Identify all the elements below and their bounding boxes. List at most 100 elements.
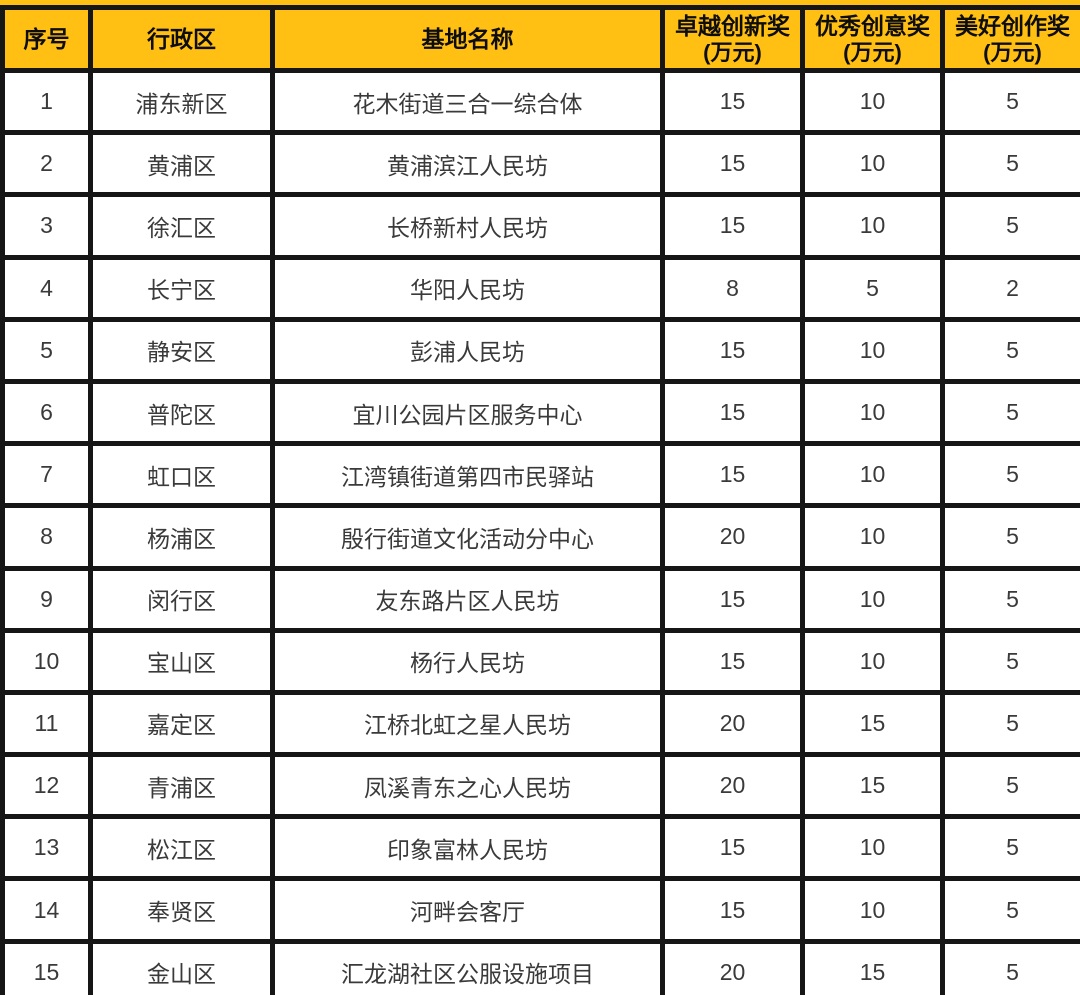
table-row: 5 静安区 彭浦人民坊 15 10 5 (0, 316, 1080, 384)
cell-creation-award: 5 (940, 67, 1080, 136)
cell-serial: 4 (0, 254, 93, 322)
table-row: 13 松江区 印象富林人民坊 15 10 5 (0, 814, 1080, 882)
cell-creation-award: 5 (940, 565, 1080, 633)
cell-creativity-award: 10 (800, 192, 945, 260)
cell-district: 杨浦区 (88, 503, 275, 571)
cell-base-name: 江湾镇街道第四市民驿站 (270, 441, 665, 509)
cell-creativity-award: 10 (800, 130, 945, 198)
cell-serial: 8 (0, 503, 93, 571)
table-row: 12 青浦区 凤溪青东之心人民坊 20 15 5 (0, 752, 1080, 820)
cell-base-name: 印象富林人民坊 (270, 814, 665, 882)
cell-serial: 5 (0, 316, 93, 384)
cell-serial: 15 (0, 938, 93, 995)
cell-innovation-award: 15 (660, 192, 805, 260)
col-header-creation-award-label: 美好创作奖 (955, 12, 1070, 39)
table-row: 14 奉贤区 河畔会客厅 15 10 5 (0, 876, 1080, 944)
cell-creativity-award: 10 (800, 814, 945, 882)
cell-base-name: 友东路片区人民坊 (270, 565, 665, 633)
cell-creativity-award: 10 (800, 67, 945, 136)
table-header: 序号 行政区 基地名称 卓越创新奖 (万元) 优秀创意奖 (万元) (0, 5, 1080, 73)
col-header-district: 行政区 (88, 5, 275, 73)
cell-innovation-award: 20 (660, 689, 805, 758)
cell-creativity-award: 10 (800, 627, 945, 695)
cell-creativity-award: 10 (800, 565, 945, 633)
cell-innovation-award: 20 (660, 938, 805, 995)
col-header-creation-award: 美好创作奖 (万元) (940, 5, 1080, 73)
cell-innovation-award: 15 (660, 378, 805, 447)
col-header-creation-award-unit: (万元) (983, 39, 1042, 65)
cell-district: 松江区 (88, 814, 275, 882)
table-row: 11 嘉定区 江桥北虹之星人民坊 20 15 5 (0, 689, 1080, 758)
cell-base-name: 杨行人民坊 (270, 627, 665, 695)
cell-serial: 2 (0, 130, 93, 198)
col-header-base-name-label: 基地名称 (421, 25, 514, 52)
cell-creation-award: 5 (940, 938, 1080, 995)
col-header-innovation-award-unit: (万元) (703, 39, 762, 65)
table-row: 10 宝山区 杨行人民坊 15 10 5 (0, 627, 1080, 695)
col-header-creativity-award-label: 优秀创意奖 (815, 12, 930, 39)
table-body: 1 浦东新区 花木街道三合一综合体 15 10 5 2 黄浦区 黄浦滨江人民坊 15 10 5 3 徐汇区… (0, 67, 1080, 995)
cell-creativity-award: 10 (800, 316, 945, 384)
cell-creativity-award: 10 (800, 441, 945, 509)
cell-innovation-award: 20 (660, 752, 805, 820)
cell-serial: 6 (0, 378, 93, 447)
cell-creation-award: 5 (940, 752, 1080, 820)
cell-creation-award: 5 (940, 378, 1080, 447)
cell-district: 闵行区 (88, 565, 275, 633)
cell-district: 徐汇区 (88, 192, 275, 260)
cell-base-name: 宜川公园片区服务中心 (270, 378, 665, 447)
cell-base-name: 长桥新村人民坊 (270, 192, 665, 260)
cell-district: 青浦区 (88, 752, 275, 820)
cell-serial: 13 (0, 814, 93, 882)
cell-serial: 9 (0, 565, 93, 633)
award-table: 序号 行政区 基地名称 卓越创新奖 (万元) 优秀创意奖 (万元) (0, 5, 1080, 995)
cell-innovation-award: 15 (660, 441, 805, 509)
cell-base-name: 黄浦滨江人民坊 (270, 130, 665, 198)
cell-innovation-award: 8 (660, 254, 805, 322)
cell-serial: 14 (0, 876, 93, 944)
cell-base-name: 汇龙湖社区公服设施项目 (270, 938, 665, 995)
col-header-base-name: 基地名称 (270, 5, 665, 73)
table-row: 6 普陀区 宜川公园片区服务中心 15 10 5 (0, 378, 1080, 447)
col-header-innovation-award: 卓越创新奖 (万元) (660, 5, 805, 73)
cell-creation-award: 5 (940, 689, 1080, 758)
cell-creation-award: 5 (940, 876, 1080, 944)
cell-serial: 12 (0, 752, 93, 820)
cell-creation-award: 5 (940, 503, 1080, 571)
cell-district: 宝山区 (88, 627, 275, 695)
header-row: 序号 行政区 基地名称 卓越创新奖 (万元) 优秀创意奖 (万元) (0, 5, 1080, 73)
cell-serial: 1 (0, 67, 93, 136)
table-row: 2 黄浦区 黄浦滨江人民坊 15 10 5 (0, 130, 1080, 198)
cell-district: 奉贤区 (88, 876, 275, 944)
cell-innovation-award: 15 (660, 130, 805, 198)
cell-creativity-award: 15 (800, 938, 945, 995)
cell-creativity-award: 15 (800, 752, 945, 820)
cell-serial: 11 (0, 689, 93, 758)
cell-serial: 7 (0, 441, 93, 509)
cell-innovation-award: 15 (660, 876, 805, 944)
cell-district: 浦东新区 (88, 67, 275, 136)
top-accent-bar (0, 0, 1080, 5)
cell-base-name: 凤溪青东之心人民坊 (270, 752, 665, 820)
cell-creation-award: 5 (940, 627, 1080, 695)
col-header-serial: 序号 (0, 5, 93, 73)
cell-creativity-award: 5 (800, 254, 945, 322)
table-row: 7 虹口区 江湾镇街道第四市民驿站 15 10 5 (0, 441, 1080, 509)
col-header-innovation-award-label: 卓越创新奖 (675, 12, 790, 39)
cell-base-name: 殷行街道文化活动分中心 (270, 503, 665, 571)
cell-district: 普陀区 (88, 378, 275, 447)
cell-innovation-award: 15 (660, 565, 805, 633)
cell-creativity-award: 10 (800, 378, 945, 447)
cell-district: 长宁区 (88, 254, 275, 322)
cell-base-name: 花木街道三合一综合体 (270, 67, 665, 136)
table-row: 1 浦东新区 花木街道三合一综合体 15 10 5 (0, 67, 1080, 136)
cell-base-name: 华阳人民坊 (270, 254, 665, 322)
cell-district: 黄浦区 (88, 130, 275, 198)
cell-innovation-award: 15 (660, 67, 805, 136)
cell-creation-award: 5 (940, 441, 1080, 509)
cell-serial: 3 (0, 192, 93, 260)
table-row: 4 长宁区 华阳人民坊 8 5 2 (0, 254, 1080, 322)
cell-district: 金山区 (88, 938, 275, 995)
cell-creativity-award: 15 (800, 689, 945, 758)
